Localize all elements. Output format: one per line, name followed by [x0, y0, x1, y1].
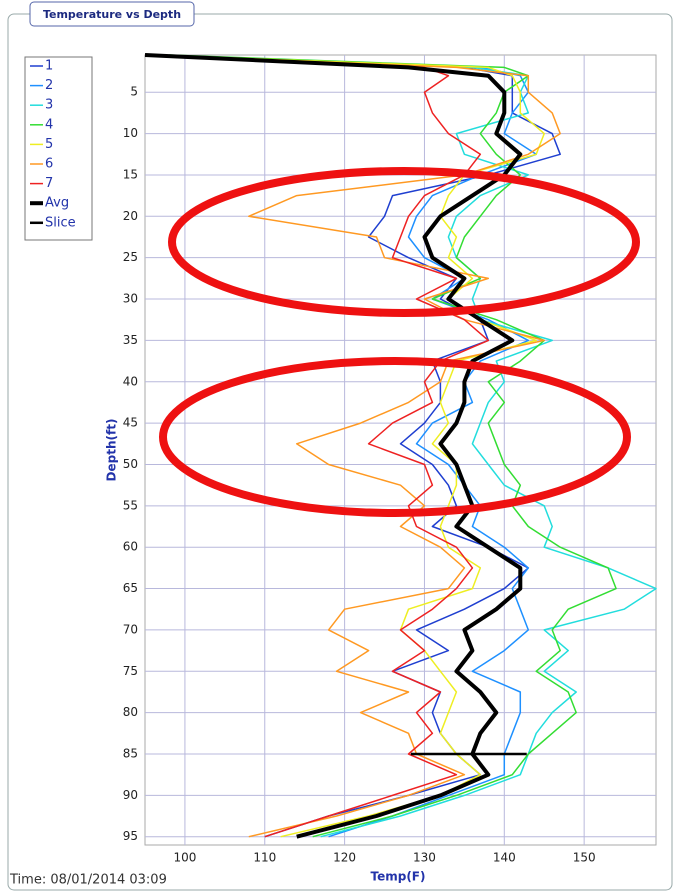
y-tick-label: 95	[123, 829, 138, 843]
legend-label: 3	[45, 98, 53, 113]
series-line	[144, 54, 561, 838]
legend-label: 4	[45, 117, 53, 132]
x-tick-label: 140	[493, 851, 516, 865]
legend-label: 5	[45, 137, 53, 152]
y-tick-label: 10	[123, 126, 138, 140]
y-tick-label: 90	[123, 788, 138, 802]
series-line	[168, 54, 617, 838]
tab	[29, 1, 195, 27]
y-tick-label: 15	[123, 167, 138, 181]
y-tick-label: 50	[123, 457, 138, 471]
highlight-ellipse	[168, 167, 640, 317]
y-tick-label: 25	[123, 250, 138, 264]
y-tick-label: 30	[123, 292, 138, 306]
legend-label: 2	[45, 78, 53, 93]
y-tick-label: 80	[123, 705, 138, 719]
legend-label: Slice	[45, 215, 76, 230]
highlight-ellipse	[159, 357, 631, 517]
y-tick-label: 75	[123, 664, 138, 678]
y-tick-label: 20	[123, 209, 138, 223]
y-tick-label: 55	[123, 498, 138, 512]
y-tick-label: 70	[123, 622, 138, 636]
x-tick-label: 130	[413, 851, 436, 865]
series-line	[144, 54, 490, 838]
plot-area	[144, 54, 657, 846]
series-line	[152, 54, 545, 838]
series-line	[144, 53, 523, 839]
y-tick-label: 40	[123, 374, 138, 388]
legend-label: 6	[45, 157, 53, 172]
y-axis-label: Depth(ft)	[105, 419, 119, 482]
x-tick-label: 100	[173, 851, 196, 865]
legend	[24, 56, 93, 241]
y-tick-label: 45	[123, 416, 138, 430]
footer-time: Time: 08/01/2014 03:09	[9, 873, 167, 888]
legend-label: Avg	[45, 196, 69, 211]
x-tick-label: 150	[573, 851, 596, 865]
y-tick-label: 85	[123, 747, 138, 761]
x-tick-label: 110	[253, 851, 276, 865]
legend-label: 7	[45, 176, 53, 191]
x-tick-label: 120	[333, 851, 356, 865]
y-tick-label: 60	[123, 540, 138, 554]
y-tick-label: 65	[123, 581, 138, 595]
series-line	[152, 54, 561, 838]
y-tick-label: 5	[130, 85, 138, 99]
chart-title: Temperature vs Depth	[43, 8, 181, 21]
x-axis-label: Temp(F)	[371, 870, 426, 884]
legend-label: 1	[45, 59, 53, 74]
y-tick-label: 35	[123, 333, 138, 347]
